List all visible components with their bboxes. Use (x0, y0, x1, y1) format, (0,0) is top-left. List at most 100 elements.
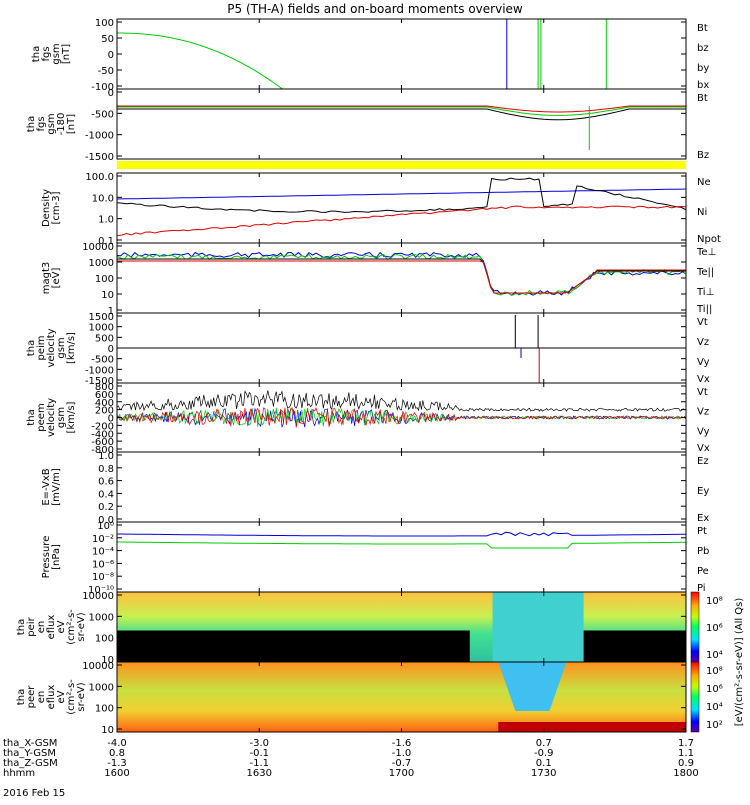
legend-bt: Bt (697, 23, 708, 34)
ylabel-line: gsm (51, 43, 62, 64)
ylabel-line: peer (26, 685, 37, 709)
panel-4: 10000 1000 100 10 1 magt3 [eV] Te⊥ Te|| Ti⊥ Ti|| (41, 242, 716, 317)
ylabel-line: [nT] (66, 114, 77, 134)
spectrogram-electron (117, 662, 686, 732)
ytick-label: 10000 (82, 591, 114, 602)
footer-value: 1700 (389, 768, 414, 779)
ylabel-line: (cm²-s- (66, 679, 77, 715)
panel-content (117, 177, 686, 236)
ytick-label: 0 (108, 344, 114, 355)
ytick-label: 1.0 (98, 215, 114, 226)
ytick-label: 10 (101, 290, 114, 301)
ylabel-line: Pressure (41, 536, 52, 579)
ylabel: Density [cm-3] (41, 189, 62, 227)
colorbar-tick: 10⁴ (706, 702, 723, 713)
colorbar-tick: 10² (706, 720, 723, 731)
ylabel: tha peer en eflux eV (cm²-s-sr-eV) (16, 679, 87, 715)
ylabel-line: [nPa] (51, 544, 62, 570)
ytick-label: 10⁻² (92, 534, 114, 545)
ylabel-line: [cm-3] (51, 191, 62, 224)
ylabel-line: eflux (46, 685, 57, 710)
panel-content (117, 531, 686, 549)
ytick-label: 1500 (89, 312, 114, 323)
ylabel-line: sr-eV) (76, 612, 87, 641)
ytick-label: -1500 (85, 152, 114, 163)
panel-frame (116, 521, 687, 593)
legend-te⊥: Te⊥ (696, 247, 716, 258)
spectrogram-noise (583, 630, 686, 662)
series-temp (117, 260, 686, 294)
legend-vt: Vt (697, 387, 708, 398)
ylabel-line: en (36, 691, 47, 704)
ytick-label: 1000 (89, 258, 114, 269)
legend-ez: Ez (697, 456, 709, 467)
footer-label: tha_X-GSM (3, 738, 57, 749)
legend-pe: Pe (697, 566, 709, 577)
legend-ey: Ey (697, 486, 709, 497)
ytick-label: -200 (91, 421, 114, 432)
date-label: 2016 Feb 15 (3, 788, 65, 799)
footer-label: hhmm (3, 768, 35, 779)
ytick-label: 0.8 (98, 464, 114, 475)
ytick-label: -1000 (85, 131, 114, 142)
ylabel-line: fgs (36, 116, 47, 131)
ytick-label: 100 (95, 634, 114, 645)
ytick-label: 0.2 (98, 502, 114, 513)
ytick-label: 10000 (82, 242, 114, 253)
ytick-label: -1500 (85, 376, 114, 387)
ylabel-line: eV (56, 690, 67, 703)
footer-value: 0.1 (536, 758, 552, 769)
panel-content (117, 315, 686, 383)
ytick-label: 0.1 (98, 236, 114, 247)
footer-value: -1.0 (392, 748, 412, 759)
ylabel-line: magt3 (41, 262, 52, 295)
ylabel-line: eV (56, 620, 67, 633)
panel-frame (116, 88, 687, 160)
series-velocity (117, 390, 686, 412)
colorbar-tick: 10⁸ (706, 666, 723, 677)
footer-value: 1.1 (678, 748, 694, 759)
legend-ti⊥: Ti⊥ (696, 287, 714, 298)
ytick-label: 10000 (82, 661, 114, 672)
ytick-label: -50 (98, 66, 114, 77)
ylabel: tha peem velocity gsm [km/s] (26, 398, 77, 437)
ytick-label: 600 (95, 390, 114, 401)
legend-bt: Bt (697, 93, 708, 104)
series-temp (117, 258, 686, 294)
footer-value: 1730 (531, 768, 556, 779)
ylabel-line: [eV] (51, 268, 62, 289)
footer-value: 0.9 (678, 758, 694, 769)
ytick-label: 0 (108, 50, 114, 61)
footer-value: 1600 (104, 768, 129, 779)
ylabel-line: [km/s] (66, 332, 77, 364)
series-npot (117, 188, 686, 200)
ytick-label: 1.0 (98, 451, 114, 462)
ylabel-line: gsm (46, 113, 57, 134)
ylabel-line: tha (26, 409, 37, 425)
ytick-label: 10⁻⁴ (92, 547, 114, 558)
ytick-label: 10 (101, 655, 114, 666)
ytick-label: 10⁰ (97, 521, 114, 532)
ylabel-line: Density (41, 189, 52, 227)
ytick-label: 100 (95, 18, 114, 29)
ylabel-line: E=-VxB (41, 468, 52, 505)
ytick-label: 10⁻⁸ (92, 572, 114, 583)
ylabel: tha fgs gsm [nT] (31, 43, 72, 64)
series-temp (117, 253, 686, 296)
spectrogram-noise (117, 630, 470, 662)
series-pe (117, 541, 686, 549)
legend-pi: Pi (697, 583, 706, 594)
ytick-label: 100 (95, 704, 114, 715)
panel-content (117, 105, 686, 150)
footer-value: 0.8 (109, 748, 125, 759)
ylabel-line: fgs (41, 46, 52, 61)
ytick-label: 10⁻¹⁰ (88, 585, 114, 596)
colorbar (690, 591, 700, 663)
ylabel-line: tha (26, 116, 37, 132)
ytick-label: 0.4 (98, 489, 114, 500)
ytick-label: 1000 (89, 682, 114, 693)
legend-vz: Vz (697, 407, 709, 418)
ylabel-line: gsm (56, 337, 67, 358)
